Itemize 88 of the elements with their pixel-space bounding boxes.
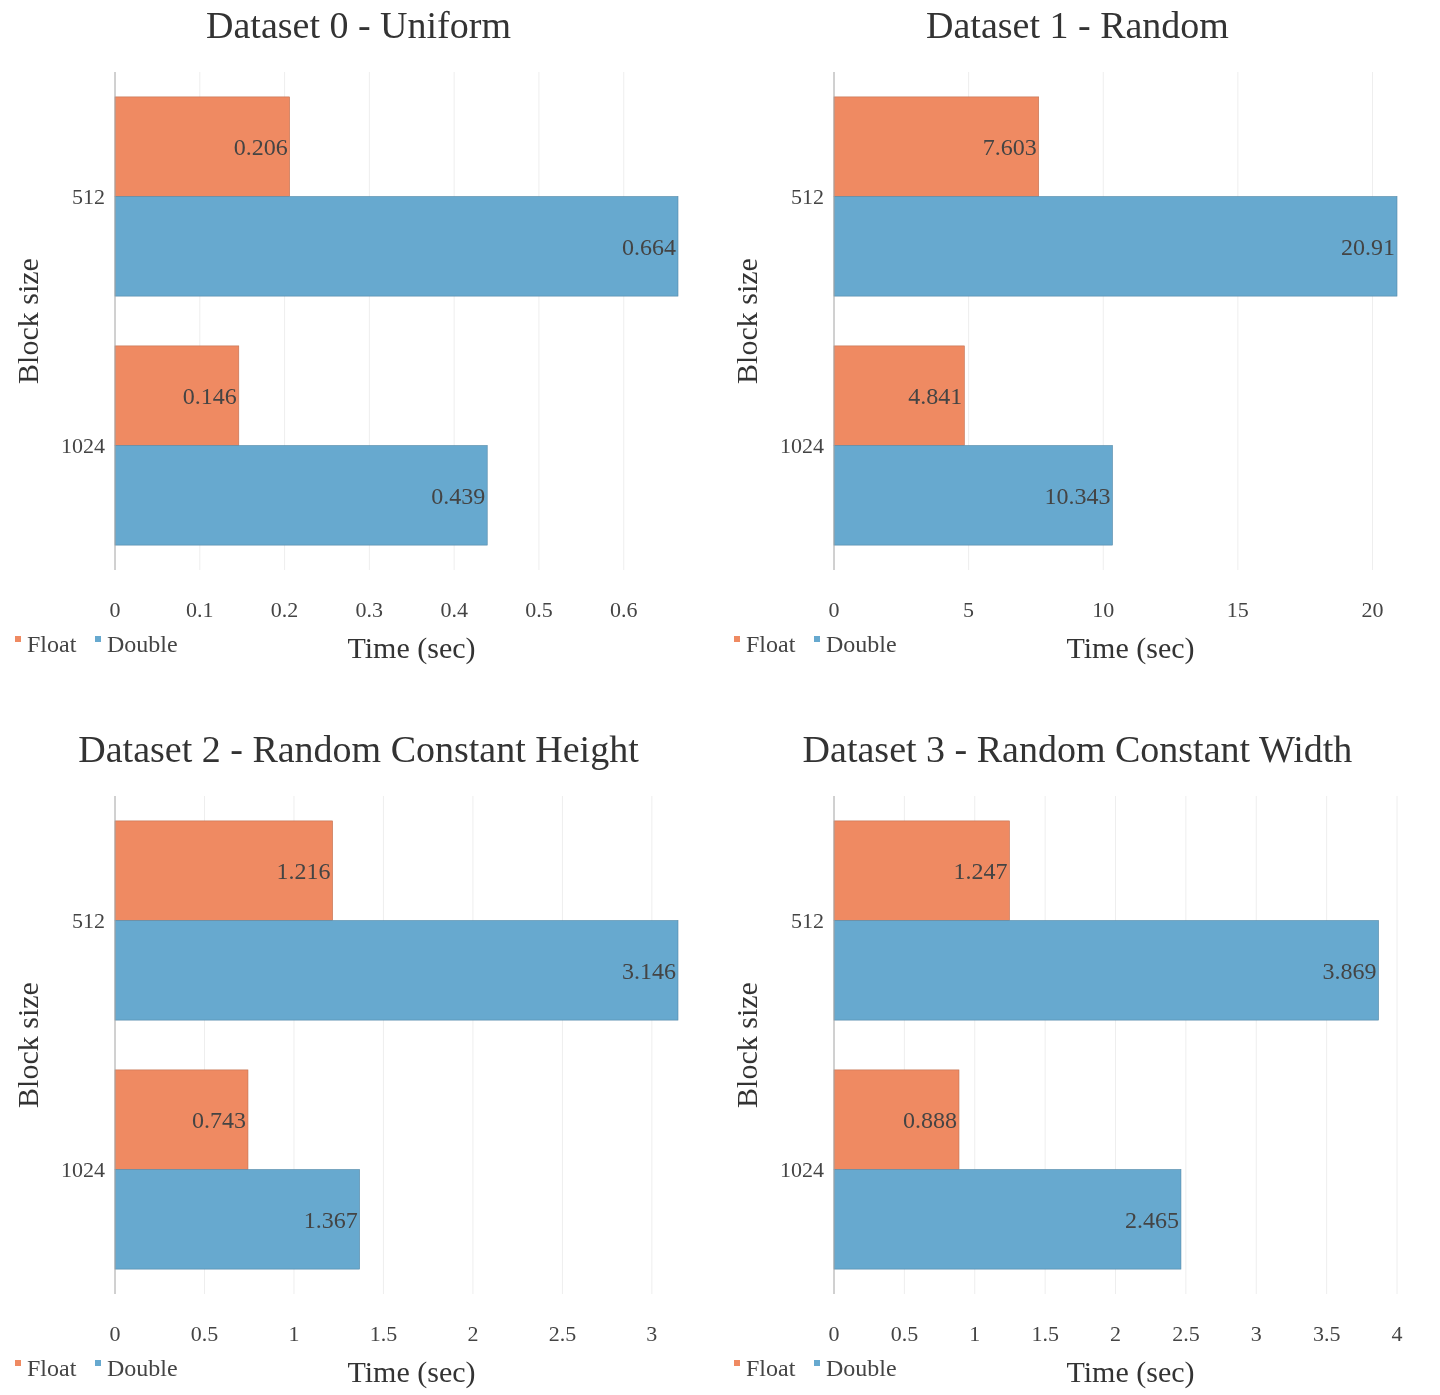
y-axis-title: Block size bbox=[730, 258, 763, 384]
y-axis-title: Block size bbox=[11, 982, 44, 1108]
data-label: 4.841 bbox=[908, 383, 963, 410]
data-label: 0.439 bbox=[431, 482, 486, 509]
chart-title: Dataset 0 - Uniform bbox=[206, 4, 511, 46]
y-tick-label: 512 bbox=[72, 908, 105, 934]
chart-title: Dataset 3 - Random Constant Width bbox=[802, 728, 1353, 770]
bar bbox=[114, 820, 333, 921]
x-tick-label: 1.5 bbox=[1031, 1321, 1059, 1346]
x-tick-label: 5 bbox=[963, 597, 975, 622]
data-label: 0.206 bbox=[233, 134, 288, 161]
legend-label: Float bbox=[27, 631, 77, 658]
y-tick-label: 1024 bbox=[780, 433, 824, 459]
data-label: 2.465 bbox=[1124, 1206, 1179, 1233]
x-tick-label: 0 bbox=[828, 597, 840, 622]
legend-label: Float bbox=[27, 1355, 77, 1382]
y-tick-label: 1024 bbox=[61, 1157, 105, 1183]
x-tick-label: 0.5 bbox=[890, 1321, 919, 1346]
legend-label: Double bbox=[826, 631, 897, 658]
y-axis-title: Block size bbox=[730, 982, 763, 1108]
data-label: 0.664 bbox=[622, 233, 676, 260]
x-axis-title: Time (sec) bbox=[347, 1355, 476, 1389]
legend-label: Double bbox=[107, 631, 178, 658]
x-tick-label: 1.5 bbox=[369, 1321, 398, 1346]
legend-label: Float bbox=[746, 1355, 796, 1382]
x-tick-label: 0 bbox=[109, 1321, 121, 1346]
bar bbox=[833, 445, 1113, 546]
data-label: 10.343 bbox=[1044, 482, 1111, 509]
x-tick-label: 1 bbox=[969, 1321, 981, 1346]
data-label: 0.888 bbox=[902, 1107, 957, 1134]
chart-title: Dataset 2 - Random Constant Height bbox=[78, 728, 640, 770]
x-tick-label: 4 bbox=[1391, 1321, 1403, 1346]
legend-label: Double bbox=[107, 1355, 178, 1382]
y-tick-label: 1024 bbox=[61, 433, 105, 459]
bar bbox=[114, 345, 240, 446]
x-tick-label: 15 bbox=[1226, 597, 1249, 622]
legend-label: Double bbox=[826, 1355, 897, 1382]
bar bbox=[114, 920, 679, 1021]
data-label: 1.367 bbox=[303, 1206, 358, 1233]
bar bbox=[114, 196, 679, 297]
x-tick-label: 2 bbox=[1110, 1321, 1121, 1346]
x-axis-title: Time (sec) bbox=[347, 631, 476, 665]
y-tick-label: 512 bbox=[791, 184, 824, 210]
x-tick-label: 0.2 bbox=[270, 597, 299, 622]
x-axis-title: Time (sec) bbox=[1066, 631, 1195, 665]
data-label: 0.743 bbox=[191, 1107, 246, 1134]
x-tick-label: 0.5 bbox=[525, 597, 553, 622]
bar bbox=[833, 96, 1040, 197]
x-tick-label: 0.3 bbox=[355, 597, 384, 622]
x-tick-label: 0.6 bbox=[609, 597, 638, 622]
bar bbox=[114, 1069, 249, 1170]
data-label: 7.603 bbox=[982, 134, 1037, 161]
x-tick-label: 3 bbox=[1250, 1321, 1262, 1346]
x-tick-label: 0.4 bbox=[440, 597, 468, 622]
data-label: 1.247 bbox=[953, 858, 1008, 885]
x-tick-label: 2.5 bbox=[1172, 1321, 1200, 1346]
data-label: 0.146 bbox=[182, 383, 237, 410]
x-tick-label: 1 bbox=[288, 1321, 300, 1346]
data-label: 20.91 bbox=[1341, 233, 1395, 260]
x-tick-label: 3 bbox=[646, 1321, 658, 1346]
data-label: 1.216 bbox=[276, 858, 331, 885]
bar bbox=[833, 820, 1010, 921]
legend-label: Float bbox=[746, 631, 796, 658]
x-axis-title: Time (sec) bbox=[1066, 1355, 1195, 1389]
x-tick-label: 0.1 bbox=[186, 597, 214, 622]
x-tick-label: 0.5 bbox=[190, 1321, 219, 1346]
chart-title: Dataset 1 - Random bbox=[926, 4, 1229, 46]
y-tick-label: 1024 bbox=[780, 1157, 824, 1183]
bar bbox=[114, 1169, 360, 1270]
bar bbox=[833, 1169, 1182, 1270]
x-tick-label: 3.5 bbox=[1312, 1321, 1341, 1346]
x-tick-label: 20 bbox=[1361, 597, 1384, 622]
y-tick-label: 512 bbox=[72, 184, 105, 210]
data-label: 3.146 bbox=[622, 957, 676, 984]
bar bbox=[114, 445, 488, 546]
y-axis-title: Block size bbox=[11, 258, 44, 384]
x-tick-label: 0 bbox=[109, 597, 121, 622]
bar bbox=[114, 96, 290, 197]
x-tick-label: 0 bbox=[828, 1321, 840, 1346]
bar bbox=[833, 345, 965, 446]
bar bbox=[833, 1069, 960, 1170]
bar bbox=[833, 196, 1398, 297]
y-tick-label: 512 bbox=[791, 908, 824, 934]
data-label: 3.869 bbox=[1322, 957, 1377, 984]
x-tick-label: 2 bbox=[467, 1321, 479, 1346]
x-tick-label: 10 bbox=[1092, 597, 1115, 622]
bar bbox=[833, 920, 1379, 1021]
x-tick-label: 2.5 bbox=[548, 1321, 577, 1346]
